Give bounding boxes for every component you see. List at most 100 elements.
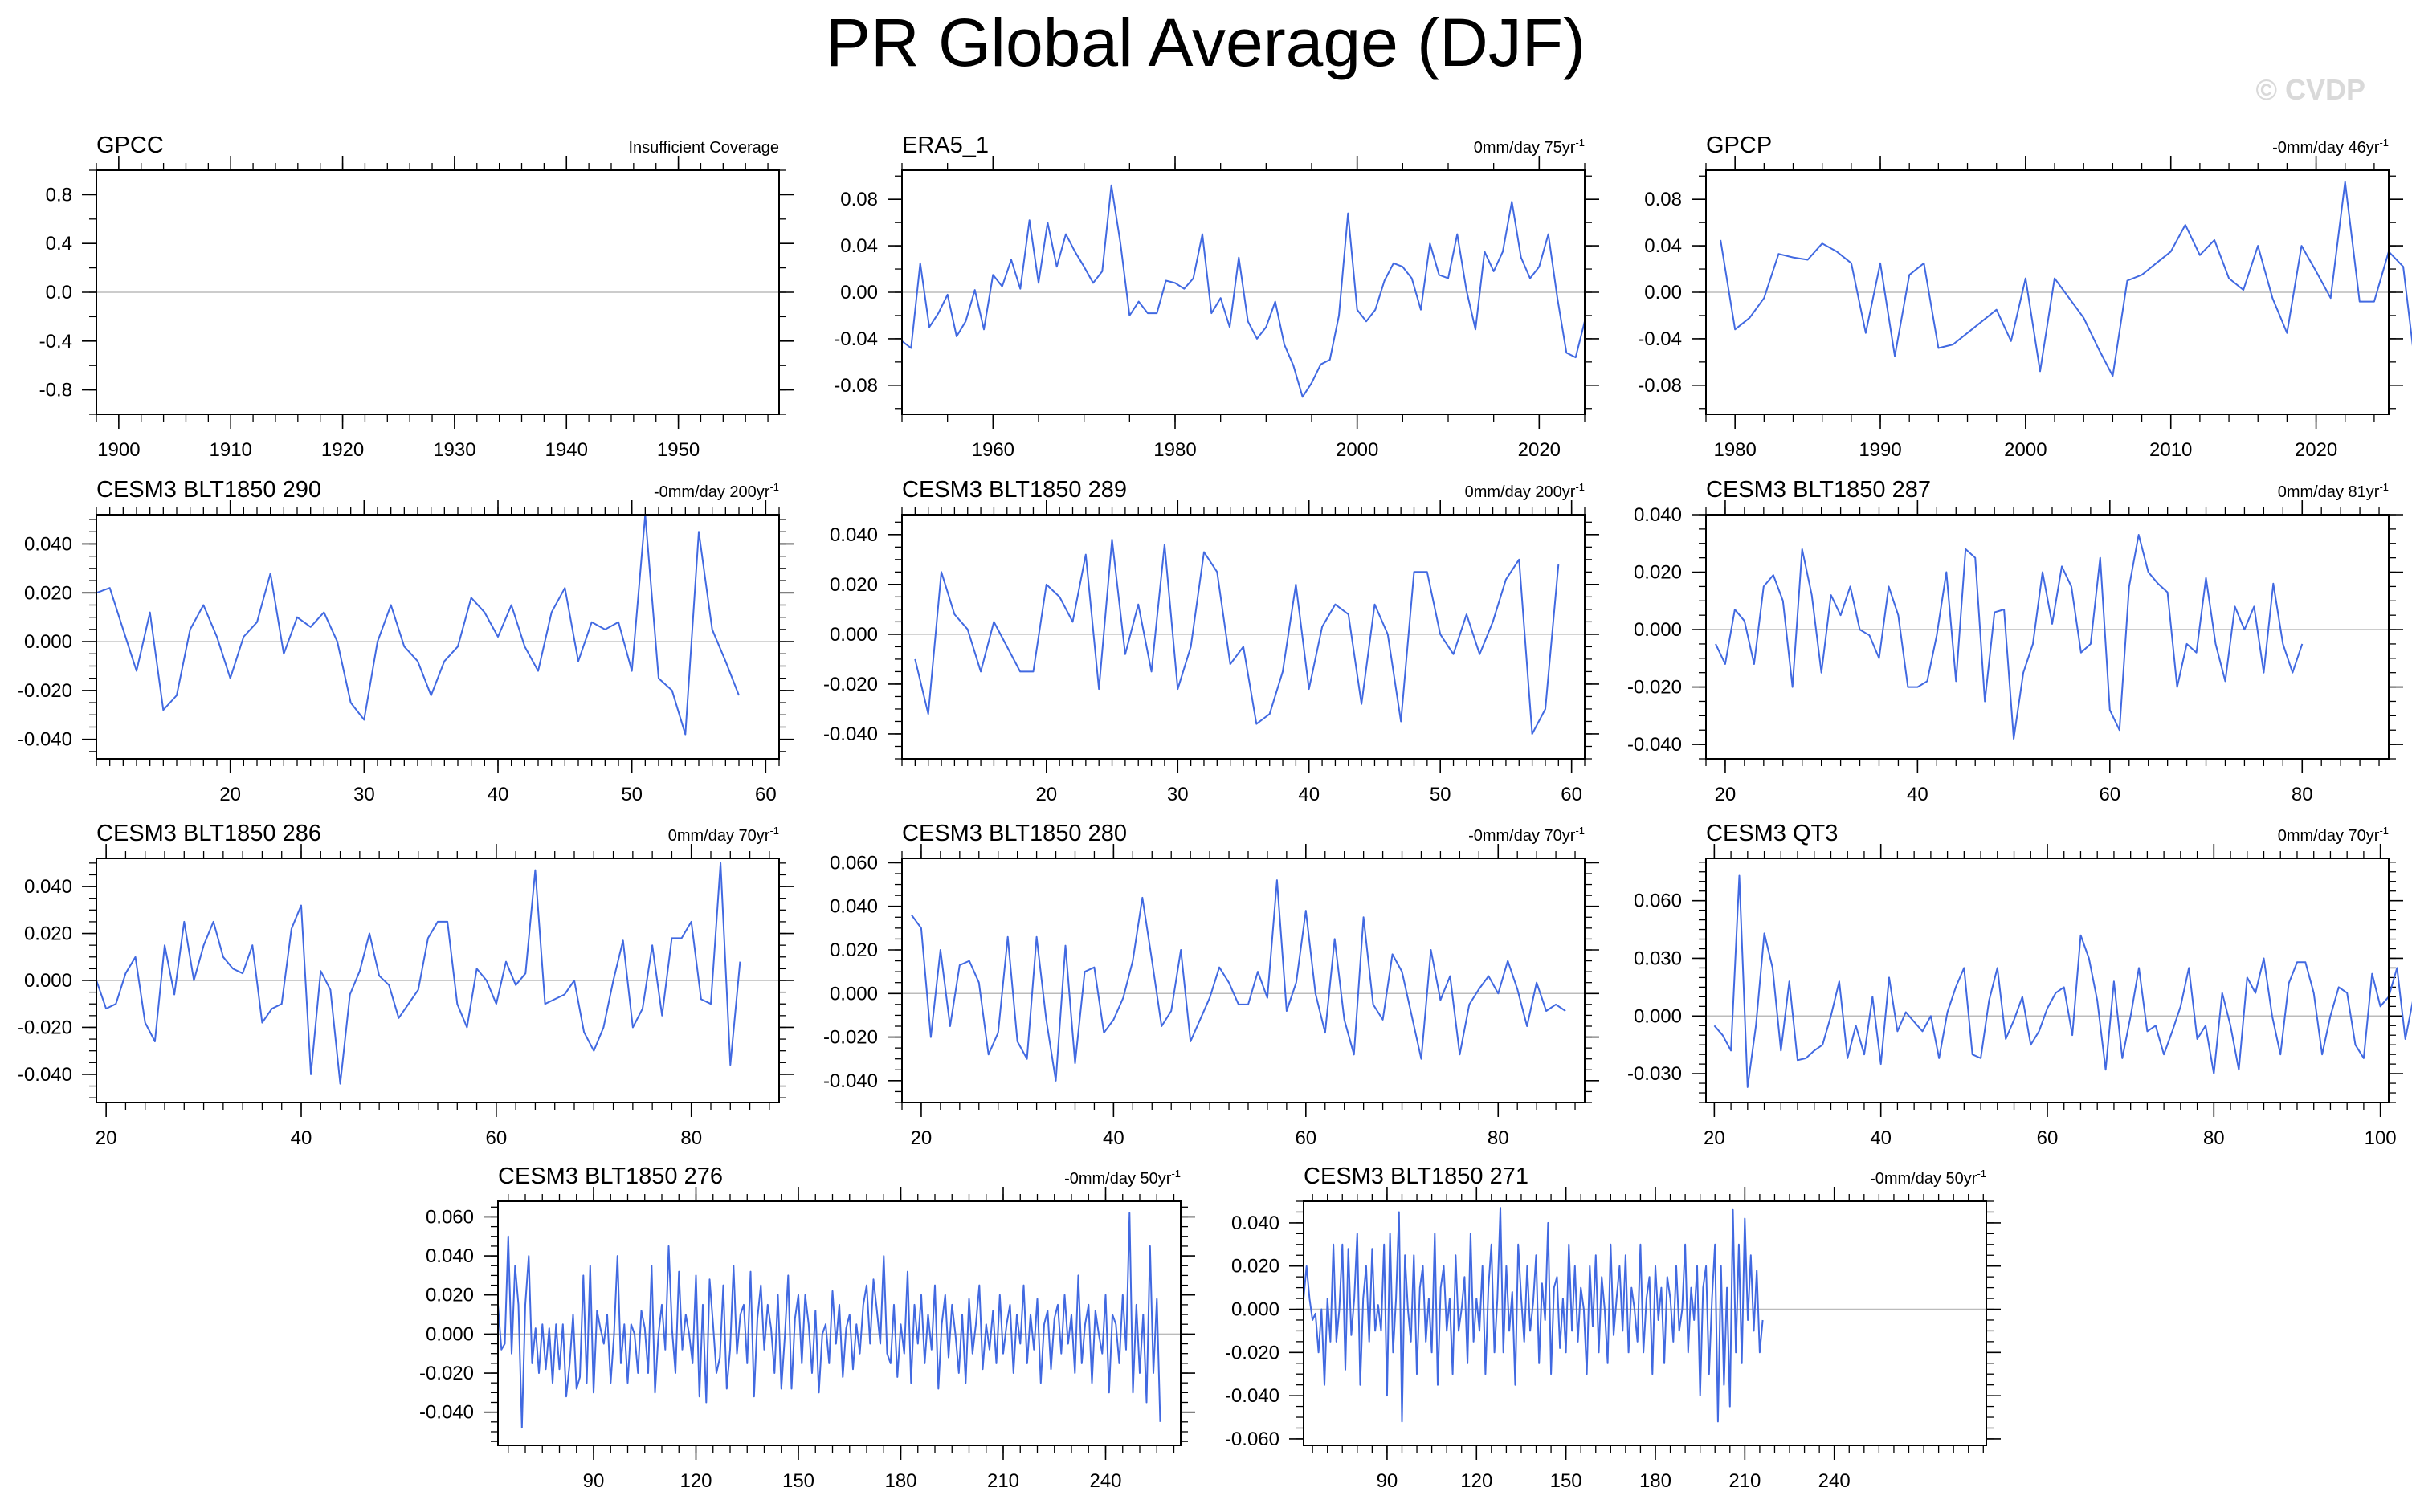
x-tick-label: 1930 xyxy=(433,439,475,461)
panel-annotation: -0mm/day 46yr-1 xyxy=(2272,137,2389,157)
x-tick-label: 20 xyxy=(911,1127,933,1149)
trend-unit-superscript: -1 xyxy=(769,481,779,493)
x-tick-label: 90 xyxy=(1377,1470,1398,1492)
y-tick-label: 0.040 xyxy=(426,1245,474,1267)
y-tick-label: -0.020 xyxy=(1627,677,1682,699)
y-tick-label: 0.8 xyxy=(46,184,72,206)
x-tick-label: 80 xyxy=(680,1127,702,1149)
panel-4: CESM3 BLT1850 290 -0mm/day 200yr-1 20 30 40 5… xyxy=(18,477,794,805)
x-tick-label: 1900 xyxy=(97,439,140,461)
y-tick-label: 0.00 xyxy=(840,282,878,304)
minor-ticks xyxy=(895,851,1592,1110)
panel-10: CESM3 BLT1850 276 -0mm/day 50yr-1 90 120 150… xyxy=(419,1164,1195,1492)
y-tick-label: -0.030 xyxy=(1627,1063,1682,1085)
y-tick-label: 0.040 xyxy=(830,896,878,918)
y-tick-label: 0.040 xyxy=(1634,504,1682,526)
plot-frame xyxy=(1705,514,2390,760)
y-tick-label: 0.000 xyxy=(830,624,878,646)
trend-unit-superscript: -1 xyxy=(2379,825,2389,837)
y-tick-label: -0.040 xyxy=(18,1064,72,1086)
y-tick-label: -0.040 xyxy=(823,723,878,745)
y-tick-label: 0.000 xyxy=(1634,619,1682,641)
x-tick-label: 60 xyxy=(486,1127,508,1149)
x-tick-label: 1950 xyxy=(657,439,700,461)
x-tick-label: 50 xyxy=(1430,784,1451,805)
x-tick-label: 80 xyxy=(1488,1127,1509,1149)
x-tick-label: 40 xyxy=(291,1127,312,1149)
series-line xyxy=(1715,534,2304,740)
x-tick-label: 60 xyxy=(2037,1127,2059,1149)
panel-2: ERA5_1 0mm/day 75yr-1 1960 1980 2000 2020 -0.0… xyxy=(834,132,1599,461)
y-tick-label: 0.000 xyxy=(24,631,72,653)
x-tick-label: 2010 xyxy=(2149,439,2192,461)
x-tick-label: 30 xyxy=(1167,784,1189,805)
x-tick-label: 210 xyxy=(1728,1470,1761,1492)
y-tick-label: 0.030 xyxy=(1634,948,1682,969)
y-tick-label: 0.04 xyxy=(840,235,878,257)
trend-unit-superscript: -1 xyxy=(1575,481,1585,493)
panel-annotation: 0mm/day 81yr-1 xyxy=(2278,481,2389,501)
x-tick-label: 180 xyxy=(1639,1470,1671,1492)
x-tick-label: 20 xyxy=(96,1127,117,1149)
y-tick-label: 0.0 xyxy=(46,282,72,304)
y-tick-label: 0.020 xyxy=(426,1285,474,1306)
figure-title: PR Global Average (DJF) xyxy=(826,5,1586,80)
series-line xyxy=(914,539,1560,735)
series-line xyxy=(497,1212,1161,1429)
x-tick-label: 20 xyxy=(1035,784,1057,805)
y-tick-label: -0.040 xyxy=(1225,1385,1279,1407)
x-tick-label: 1980 xyxy=(1713,439,1756,461)
x-tick-label: 40 xyxy=(1870,1127,1892,1149)
y-tick-label: 0.020 xyxy=(1231,1256,1279,1278)
panel-title: CESM3 BLT1850 286 xyxy=(96,821,321,846)
x-tick-label: 60 xyxy=(1561,784,1582,805)
trend-unit-superscript: -1 xyxy=(2379,481,2389,493)
minor-ticks xyxy=(491,1194,1188,1453)
y-tick-label: 0.000 xyxy=(1231,1299,1279,1321)
panel-annotation: 0mm/day 75yr-1 xyxy=(1474,137,1585,157)
series-line xyxy=(911,879,1566,1082)
x-tick-label: 120 xyxy=(680,1470,712,1492)
y-tick-label: 0.020 xyxy=(830,939,878,961)
x-tick-label: 20 xyxy=(1715,784,1737,805)
series-line xyxy=(1713,874,2412,1088)
x-tick-label: 50 xyxy=(621,784,643,805)
x-tick-label: 2000 xyxy=(1336,439,1378,461)
y-tick-label: -0.040 xyxy=(419,1402,474,1424)
y-tick-label: -0.040 xyxy=(18,729,72,751)
x-tick-label: 90 xyxy=(583,1470,605,1492)
y-tick-label: 0.08 xyxy=(840,189,878,210)
y-tick-label: 0.08 xyxy=(1644,189,1682,210)
y-tick-label: 0.4 xyxy=(46,233,72,255)
y-tick-label: -0.04 xyxy=(834,328,878,350)
panel-6: CESM3 BLT1850 287 0mm/day 81yr-1 20 40 60 80 -… xyxy=(1627,477,2403,805)
plot-frame xyxy=(497,1200,1182,1446)
x-tick-label: 1940 xyxy=(545,439,588,461)
x-tick-label: 60 xyxy=(755,784,777,805)
y-tick-label: -0.060 xyxy=(1225,1428,1279,1450)
x-tick-label: 60 xyxy=(1295,1127,1316,1149)
watermark: © CVDP xyxy=(2255,73,2365,106)
panel-annotation: 0mm/day 70yr-1 xyxy=(668,825,779,845)
plot-frame xyxy=(1705,169,2390,415)
y-tick-label: -0.040 xyxy=(823,1070,878,1092)
series-line xyxy=(96,862,741,1085)
x-tick-label: 20 xyxy=(1704,1127,1725,1149)
y-tick-label: 0.04 xyxy=(1644,235,1682,257)
panel-grid: GPCC Insufficient Coverage 1900 1910 1920 193… xyxy=(18,132,2412,1492)
y-tick-label: 0.060 xyxy=(426,1206,474,1228)
y-tick-label: 0.000 xyxy=(426,1323,474,1345)
x-tick-label: 1990 xyxy=(1859,439,1901,461)
x-tick-label: 1920 xyxy=(321,439,364,461)
panel-annotation: -0mm/day 70yr-1 xyxy=(1468,825,1585,845)
x-tick-label: 2000 xyxy=(2004,439,2047,461)
x-tick-label: 120 xyxy=(1460,1470,1492,1492)
panel-title: GPCC xyxy=(96,132,164,158)
y-tick-label: 0.020 xyxy=(24,582,72,604)
series-line xyxy=(1303,1207,1764,1423)
x-tick-label: 40 xyxy=(1103,1127,1124,1149)
minor-ticks xyxy=(1699,507,2396,766)
panel-annotation: Insufficient Coverage xyxy=(628,139,779,157)
y-tick-label: -0.04 xyxy=(1638,328,1682,350)
y-tick-label: -0.020 xyxy=(18,1017,72,1038)
